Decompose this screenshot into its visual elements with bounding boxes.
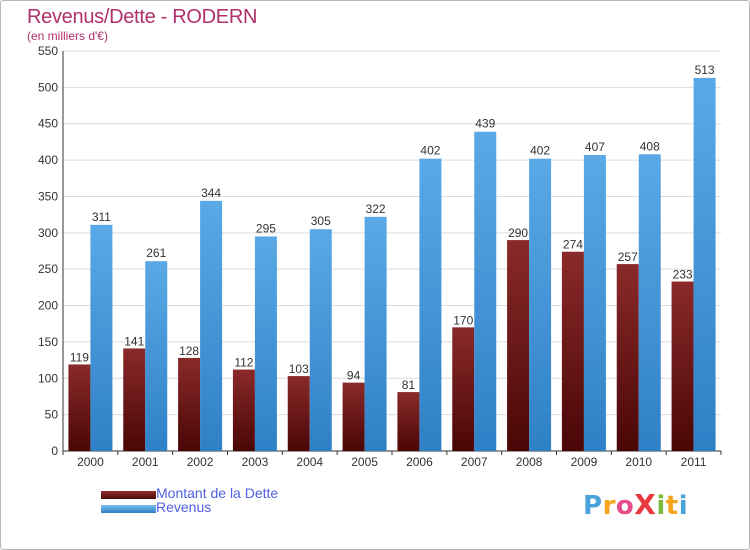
- data-label-dette: 290: [508, 226, 528, 240]
- bar-revenus: [145, 261, 168, 451]
- y-tick-label: 100: [38, 371, 58, 385]
- data-label-revenus: 402: [530, 144, 550, 158]
- data-label-dette: 112: [234, 356, 253, 370]
- bar-revenus: [254, 236, 277, 451]
- bar-revenus: [200, 200, 223, 451]
- data-label-dette: 141: [124, 334, 144, 348]
- bar-dette: [68, 364, 91, 451]
- bar-dette: [342, 382, 365, 451]
- data-label-revenus: 322: [366, 202, 386, 216]
- data-label-dette: 274: [563, 238, 583, 252]
- proxiti-logo: ProXiti: [583, 488, 688, 521]
- data-label-revenus: 408: [640, 139, 660, 153]
- y-tick-label: 450: [38, 117, 58, 131]
- x-tick-label: 2007: [461, 455, 488, 469]
- bar-dette: [232, 369, 255, 451]
- logo-letter: i: [678, 491, 689, 521]
- bar-dette: [507, 240, 530, 451]
- data-label-dette: 94: [347, 369, 361, 383]
- bar-dette: [561, 251, 584, 451]
- bar-dette: [178, 357, 201, 451]
- chart-subtitle: (en milliers d'€): [27, 29, 108, 43]
- y-tick-label: 500: [38, 80, 58, 94]
- logo-letter: r: [602, 491, 616, 521]
- logo-letter: t: [665, 491, 679, 521]
- x-tick-label: 2006: [406, 455, 433, 469]
- y-tick-label: 200: [38, 299, 58, 313]
- data-label-revenus: 305: [311, 214, 331, 228]
- data-label-revenus: 402: [420, 144, 440, 158]
- bar-dette: [452, 327, 475, 451]
- x-tick-label: 2009: [571, 455, 598, 469]
- data-label-revenus: 407: [585, 140, 605, 154]
- x-tick-label: 2000: [77, 455, 104, 469]
- x-tick-label: 2010: [625, 455, 652, 469]
- data-label-dette: 103: [289, 362, 309, 376]
- data-label-dette: 233: [673, 268, 693, 282]
- bar-dette: [397, 392, 420, 451]
- data-label-dette: 257: [618, 250, 638, 264]
- x-tick-label: 2001: [132, 455, 159, 469]
- y-tick-label: 300: [38, 226, 58, 240]
- bar-dette: [671, 281, 694, 451]
- data-label-dette: 128: [179, 344, 199, 358]
- data-label-revenus: 261: [146, 246, 166, 260]
- y-tick-label: 400: [38, 153, 58, 167]
- bar-dette: [287, 376, 310, 451]
- bar-revenus: [90, 224, 113, 451]
- y-tick-label: 0: [51, 444, 58, 458]
- data-label-revenus: 439: [475, 117, 495, 131]
- x-tick-label: 2011: [681, 455, 707, 469]
- data-label-revenus: 295: [256, 221, 276, 235]
- legend-swatch-dette: [101, 491, 156, 499]
- bar-revenus: [583, 155, 606, 451]
- chart-title: Revenus/Dette - RODERN: [27, 6, 258, 28]
- y-tick-label: 150: [38, 335, 58, 349]
- bar-revenus: [364, 216, 387, 451]
- legend-label-revenus: Revenus: [156, 499, 212, 515]
- x-tick-label: 2005: [351, 455, 378, 469]
- legend-label-dette: Montant de la Dette: [156, 485, 279, 501]
- data-label-revenus: 513: [695, 63, 715, 77]
- data-label-dette: 170: [453, 313, 473, 327]
- y-tick-label: 350: [38, 189, 58, 203]
- bar-dette: [616, 264, 639, 451]
- data-label-revenus: 311: [92, 210, 111, 224]
- x-tick-label: 2004: [296, 455, 323, 469]
- x-tick-label: 2008: [516, 455, 543, 469]
- data-label-dette: 81: [402, 378, 416, 392]
- data-label-revenus: 344: [201, 186, 221, 200]
- data-label-dette: 119: [70, 350, 89, 364]
- bar-revenus: [309, 229, 332, 451]
- bar-revenus: [529, 158, 552, 452]
- bar-revenus: [693, 77, 716, 451]
- y-tick-label: 50: [45, 408, 59, 422]
- logo-letter: i: [656, 491, 666, 521]
- bar-dette: [123, 348, 146, 451]
- x-tick-label: 2002: [187, 455, 214, 469]
- x-tick-label: 2003: [242, 455, 269, 469]
- logo-letter: P: [583, 491, 603, 521]
- legend-swatch-revenus: [101, 505, 156, 513]
- y-tick-label: 250: [38, 262, 58, 276]
- logo-letter: X: [634, 488, 657, 521]
- bar-revenus: [474, 131, 497, 451]
- y-tick-label: 550: [38, 44, 58, 58]
- bar-revenus: [638, 154, 661, 452]
- logo-letter: o: [615, 491, 635, 521]
- bar-revenus: [419, 158, 442, 452]
